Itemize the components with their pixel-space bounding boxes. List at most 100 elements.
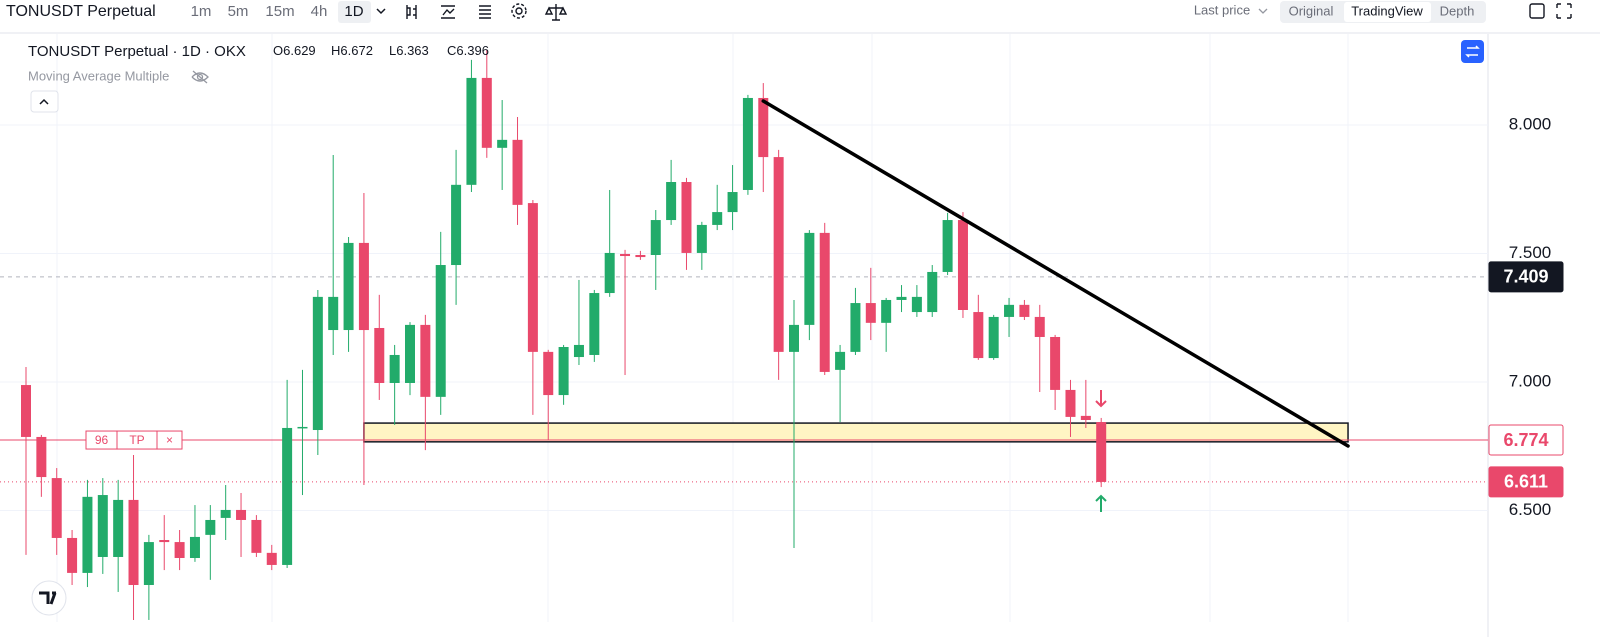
tv-logo-mark — [39, 591, 57, 605]
up-arrow — [1095, 494, 1107, 512]
plot — [0, 49, 1488, 620]
candle-body — [835, 351, 846, 370]
view[interactable]: TradingView — [1351, 3, 1423, 18]
candle-body — [942, 220, 953, 272]
candle-body — [220, 509, 231, 518]
candle-body — [405, 324, 415, 383]
symbol[interactable]: TONUSDT Perpetual — [6, 3, 156, 20]
collapse-icon[interactable] — [39, 98, 49, 105]
candle-body — [865, 303, 876, 323]
candle-body — [159, 540, 170, 543]
candle-body — [819, 232, 830, 372]
candle-body — [620, 253, 631, 257]
view[interactable]: Depth — [1440, 3, 1475, 18]
ohlc-label: L — [389, 43, 396, 58]
y-tick-label: 8.000 — [1509, 114, 1552, 133]
price-label: 6.611 — [1504, 472, 1548, 492]
candle-body — [21, 385, 31, 437]
fullscreen-icon[interactable] — [1556, 3, 1572, 19]
candle-body — [543, 351, 554, 396]
candle-body — [789, 324, 799, 352]
position-label: TP — [129, 433, 144, 447]
position-close: × — [166, 433, 173, 447]
candle-body — [1080, 415, 1091, 420]
position-qty: 96 — [95, 433, 109, 447]
candle-body — [573, 344, 584, 358]
ohlc-value: 6.672 — [340, 43, 373, 58]
candle-body — [113, 499, 124, 557]
interval[interactable]: 1m — [191, 3, 212, 20]
candle-body — [97, 495, 108, 557]
candle-body — [36, 436, 47, 478]
interval[interactable]: 5m — [228, 3, 249, 20]
price-label: 7.409 — [1503, 267, 1548, 287]
sync-icon[interactable] — [1465, 45, 1480, 58]
layout-icon[interactable] — [1529, 3, 1545, 19]
candle-body — [297, 426, 308, 429]
ohlc-item: C6.396 — [447, 43, 489, 58]
y-tick-label: 6.500 — [1509, 500, 1552, 519]
candle-body — [1019, 304, 1030, 317]
candle-body — [881, 299, 892, 323]
position-cell — [156, 430, 183, 450]
sync-button[interactable] — [1461, 40, 1484, 63]
toolbar-icons[interactable] — [406, 3, 568, 21]
price-label-box — [1488, 466, 1564, 498]
ohlc-value: 6.629 — [283, 43, 316, 58]
view[interactable]: Original — [1289, 3, 1334, 18]
candle-body — [389, 354, 400, 383]
candle-body — [527, 203, 538, 352]
ohlc-item: O6.629 — [273, 43, 316, 58]
candle-body — [82, 496, 93, 573]
candle-body — [896, 296, 907, 300]
price-label-box — [1488, 261, 1564, 293]
ohlc-value: 6.396 — [456, 43, 489, 58]
candle-body — [1004, 304, 1015, 317]
candle-body — [512, 139, 523, 205]
candle-body — [312, 296, 323, 431]
interval[interactable]: 15m — [265, 3, 294, 20]
hide-icon[interactable] — [191, 70, 209, 84]
candle-body — [666, 182, 677, 221]
candle-body — [358, 242, 369, 331]
ohlc: O6.629 H6.672 L6.363 C6.396 — [273, 43, 489, 58]
chevron[interactable] — [376, 8, 386, 15]
candle-body — [1096, 422, 1107, 482]
vertical-grid — [56, 34, 1349, 622]
candle-body — [696, 224, 707, 253]
candle-body — [773, 157, 784, 352]
candle-body — [251, 519, 262, 553]
candle-body — [742, 97, 753, 190]
candle-body — [282, 427, 293, 565]
candle-body — [957, 220, 968, 310]
candle-body — [497, 139, 508, 148]
y-tick-label: 7.000 — [1509, 371, 1552, 390]
candle-body — [205, 519, 216, 535]
interval[interactable]: 1D — [344, 3, 363, 20]
price-label: 6.774 — [1503, 430, 1548, 450]
view-active-bg — [1344, 2, 1431, 22]
candle-body — [681, 182, 692, 253]
candle-body — [435, 265, 446, 397]
candle-body — [650, 220, 661, 255]
y-tick-label: 7.500 — [1509, 243, 1552, 262]
candle-body — [1034, 316, 1045, 337]
candle-body — [236, 509, 247, 520]
ohlc-item: L6.363 — [389, 43, 429, 58]
candle-body — [328, 296, 339, 331]
price-type[interactable]: Last price — [1194, 2, 1250, 17]
interval-active-bg — [338, 1, 371, 23]
candle-body — [420, 324, 431, 397]
candle-body — [451, 184, 462, 266]
candle-body — [558, 347, 569, 396]
candle-body — [635, 254, 646, 258]
candle-body — [850, 303, 861, 352]
candle-body — [481, 77, 492, 148]
ohlc-label: O — [273, 43, 283, 58]
candle-body — [712, 212, 723, 225]
ohlc-label: H — [331, 43, 340, 58]
chevron[interactable] — [1258, 8, 1268, 14]
candle-body — [727, 192, 738, 213]
interval[interactable]: 4h — [311, 3, 328, 20]
